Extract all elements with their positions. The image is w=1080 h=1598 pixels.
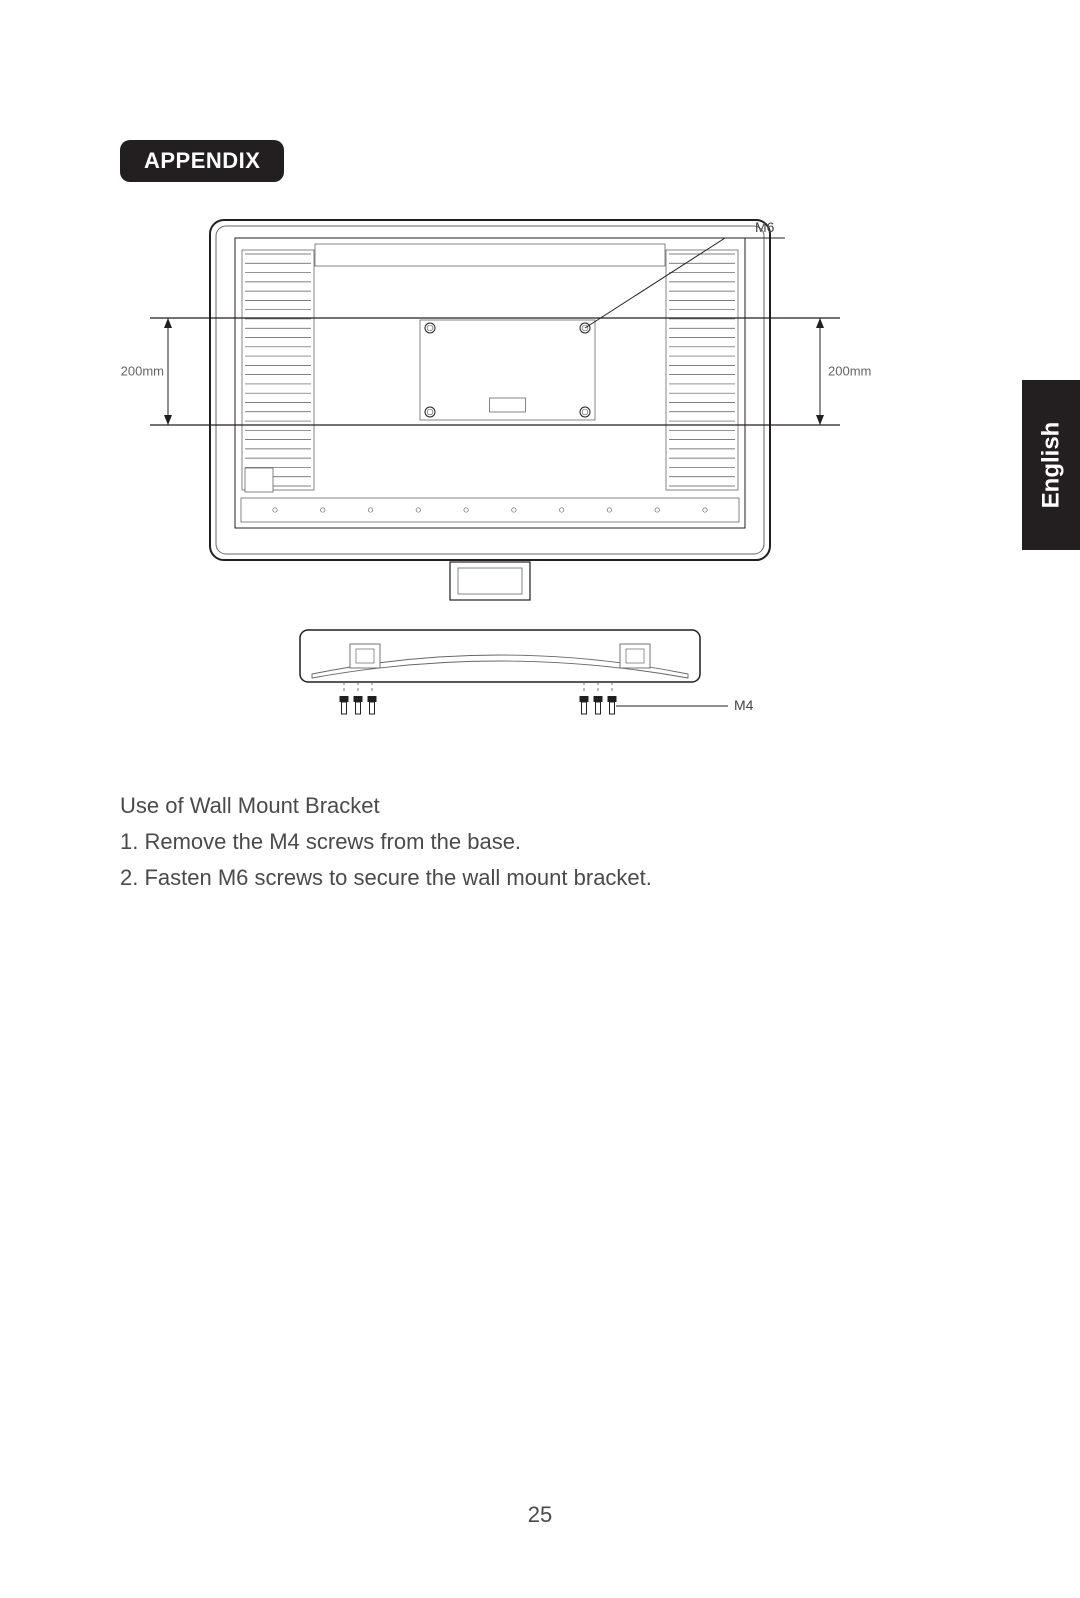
page-number: 25 [0,1502,1080,1528]
language-tab-label: English [1037,422,1065,509]
diagram-svg: 200mm 200mm M6 M4 [120,210,910,730]
callout-m6-label: M6 [755,219,775,235]
language-tab: English [1022,380,1080,550]
section-header: APPENDIX [120,140,284,182]
wall-mount-diagram: 200mm 200mm M6 M4 [120,210,910,730]
instruction-step: 2. Fasten M6 screws to secure the wall m… [120,862,870,894]
dimension-right-label: 200mm [828,364,871,379]
instructions-heading: Use of Wall Mount Bracket [120,790,870,822]
instruction-step: 1. Remove the M4 screws from the base. [120,826,870,858]
dimension-left-label: 200mm [121,364,164,379]
instructions-block: Use of Wall Mount Bracket 1. Remove the … [120,790,870,898]
callout-m4-label: M4 [734,697,754,713]
section-header-text: APPENDIX [144,148,260,173]
